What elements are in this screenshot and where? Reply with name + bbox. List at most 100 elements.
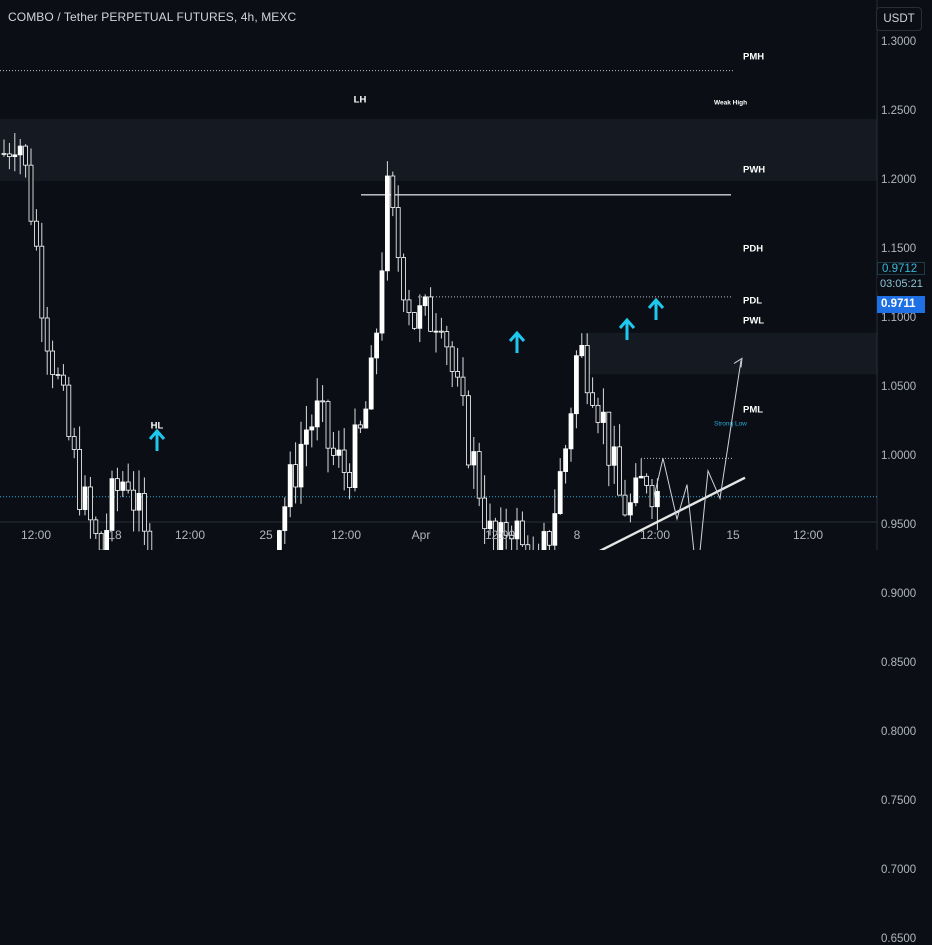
candle-down [428,296,434,332]
candle-down [115,478,120,491]
candle-down [131,489,137,511]
candle-down [320,400,326,403]
candle-down [330,447,336,456]
candle-down [88,486,93,521]
candle-down [509,534,515,540]
candle-up [109,478,115,531]
price-tick-label: 0.8500 [881,657,917,669]
price-tick-label: 0.7000 [881,864,917,876]
swing-label-lh: LH [353,94,367,106]
candle-up [303,429,309,445]
candle-up [638,475,644,479]
candle-down [39,245,45,319]
current-price-tag: 0.9712 [877,262,925,275]
time-tick-label: 12:00 [639,528,671,542]
price-tick-label: 1.1500 [881,243,917,255]
chart-area[interactable] [0,0,932,550]
candle-down [34,220,39,247]
candle-up [12,154,18,158]
candle-up [633,477,639,504]
candle-up [563,448,568,472]
candle-down [325,401,331,449]
swing-label-hl: HL [150,420,164,432]
currency-button[interactable]: USDT [876,7,922,31]
candle-countdown: 03:05:21 [877,278,925,291]
candle-up [417,305,423,329]
candle-down [503,522,509,536]
candle-up [433,330,439,333]
candle-down [406,299,412,313]
arrow-up-icon [148,428,166,440]
candle-down [482,497,488,530]
candle-down [55,374,61,376]
candle-down [141,493,147,532]
candle-up [374,332,380,359]
candle-down [449,346,455,372]
candle-up [368,357,374,410]
time-tick-label: 25 [259,528,273,542]
price-tick-label: 1.2000 [881,174,917,186]
candle-down [125,481,131,491]
candle-up [471,451,477,466]
candle-down [590,392,595,406]
trend-line [599,476,746,550]
candle-up [287,464,293,508]
price-tick-label: 0.8000 [881,726,917,738]
candle-down [23,145,29,166]
candle-down [492,520,498,550]
level-label-pwl: PWL [743,315,765,327]
candle-down [520,520,525,546]
candle-down [50,350,55,375]
candle-up [282,506,288,531]
level-label-pml: PML [743,404,764,416]
price-tick-label: 1.2500 [881,105,917,117]
candle-down [460,376,466,397]
candle-down [347,472,353,489]
arrow-up-icon [647,297,665,309]
chart-title: COMBO / Tether PERPETUAL FUTURES, 4h, ME… [8,10,297,24]
candle-down [341,449,347,473]
candle-up [557,471,563,514]
candle-up [17,145,23,156]
time-tick-label: 12:00 [792,528,824,542]
time-tick-label: 8 [573,528,581,542]
candle-down [93,519,99,534]
candle-down [617,446,622,496]
time-tick-label: 12:00 [20,528,52,542]
level-label-pwh: PWH [743,164,766,176]
time-tick-label: Apr [411,528,431,542]
candle-up [422,296,428,307]
candle-up [298,443,304,488]
level-label-pdh: PDH [743,243,764,255]
level-label-weak-high: Weak High [714,99,748,107]
projection-path [653,360,742,550]
price-chart[interactable] [0,0,932,550]
candle-down [1,152,7,155]
price-tick-label: 0.9500 [881,519,917,531]
time-tick-label: 15 [726,528,740,542]
candle-down [401,257,407,301]
candle-down [357,424,363,429]
candle-down [7,153,12,158]
candle-down [28,164,34,222]
candle-up [82,486,88,510]
candle-down [44,317,50,352]
candle-down [444,331,450,348]
candle-down [595,404,601,423]
candle-up [363,408,369,429]
candle-down [584,344,590,394]
candle-down [390,175,396,208]
candle-up [487,520,493,530]
level-label-pmh: PMH [743,51,765,63]
candle-down [644,475,649,486]
price-axis[interactable]: 1.3000 1.2500 1.2000 1.1500 1.1000 1.0500 1.00… [877,0,932,945]
candle-down [293,464,299,488]
candle-down [649,484,655,508]
candle-up [379,270,385,334]
candle-up [611,446,617,466]
candle-up [601,411,606,423]
time-axis[interactable]: 12:00 18 12:00 25 12:00 Apr 12:00 8 12:00 15 12:00 [0,522,877,550]
candle-up [104,530,109,550]
candle-down [547,531,552,546]
candle-up [628,502,633,516]
